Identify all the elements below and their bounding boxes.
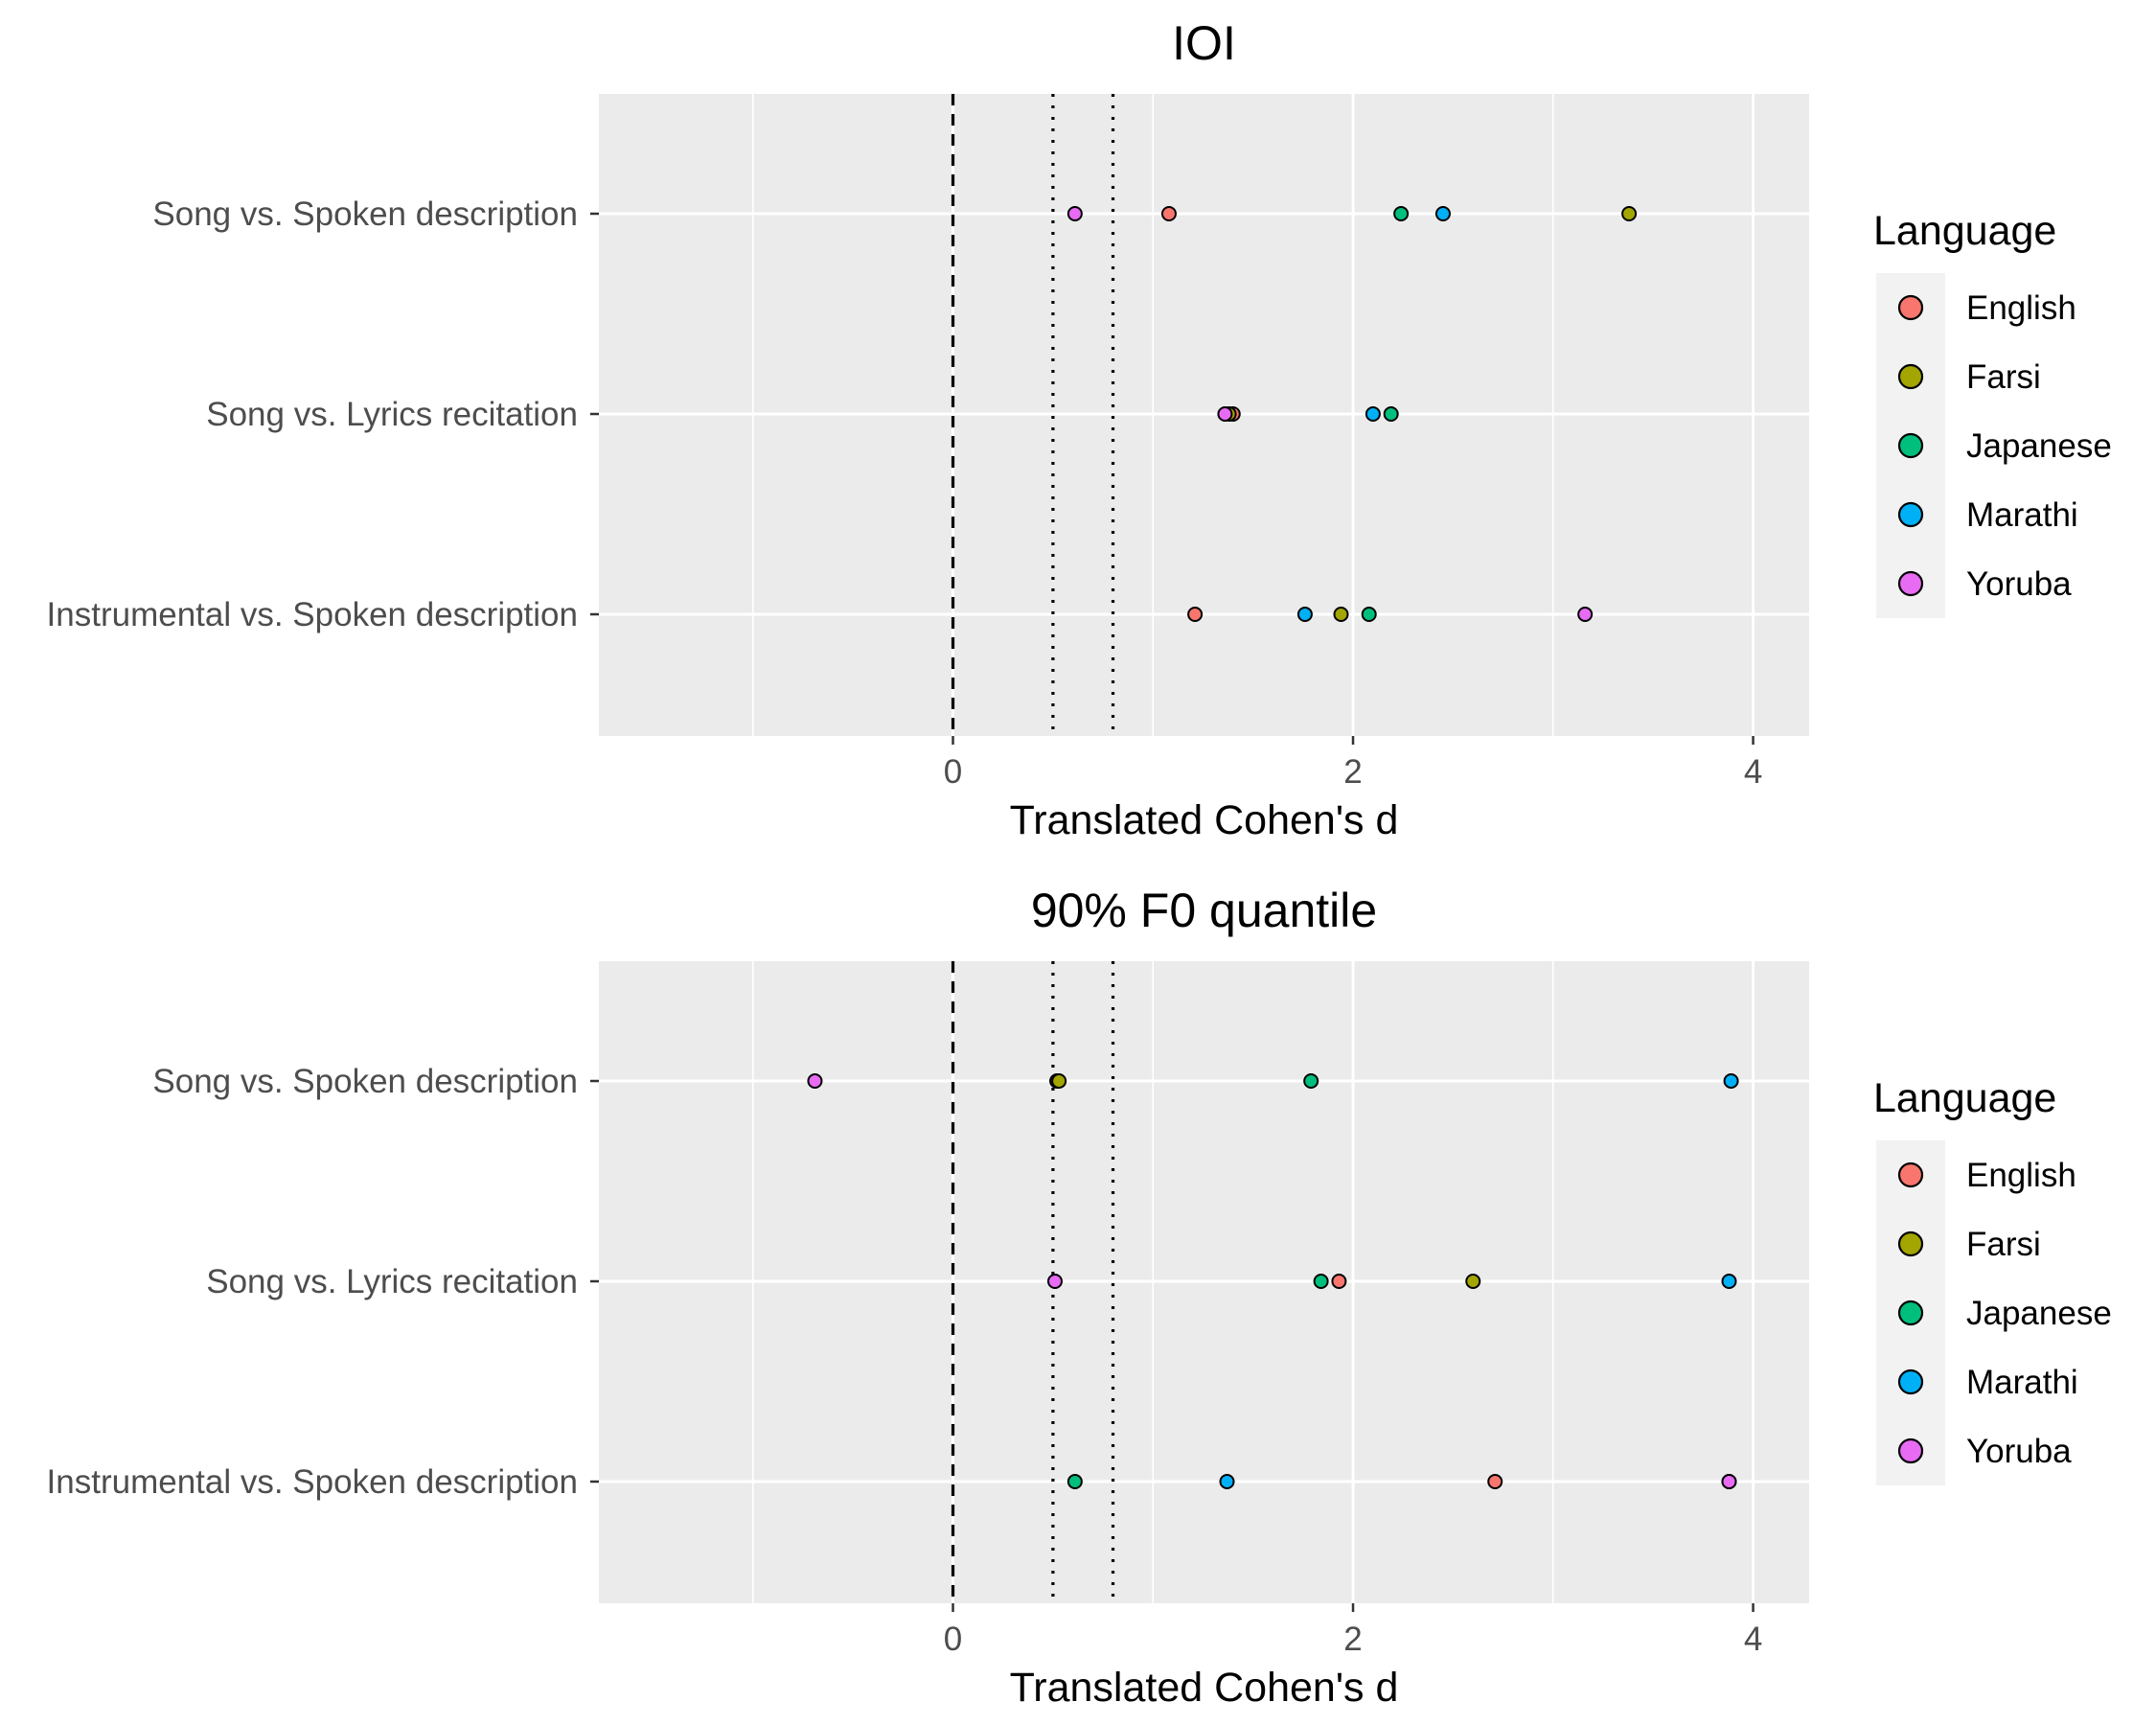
legend-key-japanese [1897,432,1924,459]
y-tick-label: Instrumental vs. Spoken description [47,596,578,633]
legend-label: English [1966,1157,2076,1194]
data-point-farsi [1621,206,1638,221]
legend-key-japanese [1897,1300,1924,1326]
legend-key-farsi [1897,363,1924,390]
data-point-marathi [1721,1274,1737,1289]
data-point-yoruba [1067,206,1083,221]
data-point-marathi [1723,1073,1739,1089]
legend-label: Farsi [1966,1226,2041,1263]
legend-key-farsi [1897,1230,1924,1257]
y-tick-label: Song vs. Lyrics recitation [206,396,578,433]
data-point-english [1187,607,1204,622]
data-point-marathi [1365,406,1381,422]
x-tick-label: 4 [1744,753,1762,791]
x-tick-label: 2 [1343,1621,1362,1658]
legend-title: Language [1873,208,2056,254]
legend-key-yoruba [1897,570,1924,597]
data-point-marathi [1296,607,1313,622]
legend-title: Language [1873,1075,2056,1121]
data-point-farsi [1051,1073,1067,1089]
legend: Language English Farsi Japanese Marathi Yorub… [1873,1075,2112,1485]
legend-label: Japanese [1966,1295,2112,1332]
legend-label: Marathi [1966,496,2078,534]
data-point-japanese [1393,206,1410,221]
legend-label: Yoruba [1966,565,2072,603]
y-tick-label: Song vs. Lyrics recitation [206,1263,578,1300]
x-tick-label: 0 [944,753,962,791]
chart-title: IOI [1172,16,1236,70]
x-tick-label: 2 [1343,753,1362,791]
data-point-marathi [1219,1474,1235,1489]
legend-label: English [1966,289,2076,327]
chart-title: 90% F0 quantile [1031,884,1377,937]
x-axis-title: Translated Cohen's d [1010,797,1399,843]
data-point-english [1487,1474,1503,1489]
chart-panel-1: IOI Song vs. Spoken description Song vs. L… [47,16,2112,843]
data-point-farsi [1465,1274,1481,1289]
y-tick-label: Song vs. Spoken description [152,196,578,233]
y-tick-label: Song vs. Spoken description [152,1063,578,1100]
data-point-yoruba [1046,1274,1063,1289]
y-tick-label: Instrumental vs. Spoken description [47,1463,578,1501]
data-point-japanese [1313,1274,1329,1289]
data-point-japanese [1361,607,1377,622]
data-point-english [1160,206,1177,221]
legend-key-marathi [1897,501,1924,528]
data-point-japanese [1383,406,1399,422]
legend-label: Farsi [1966,358,2041,396]
data-point-farsi [1333,607,1349,622]
legend-label: Yoruba [1966,1433,2072,1470]
legend-key-yoruba [1897,1438,1924,1464]
x-tick-label: 4 [1744,1621,1762,1658]
data-point-yoruba [1721,1474,1737,1489]
legend-label: Marathi [1966,1364,2078,1401]
chart-panel-2: 90% F0 quantile Song vs. Spoken descripti… [47,884,2112,1711]
legend-key-english [1897,294,1924,321]
x-axis-title: Translated Cohen's d [1010,1665,1399,1711]
x-tick-label: 0 [944,1621,962,1658]
legend-key-marathi [1897,1368,1924,1395]
data-point-english [1331,1274,1347,1289]
data-point-japanese [1067,1474,1083,1489]
data-point-yoruba [807,1073,823,1089]
legend: Language English Farsi Japanese Marathi Yorub… [1873,208,2112,618]
legend-key-english [1897,1162,1924,1188]
data-point-marathi [1434,206,1451,221]
data-point-yoruba [1217,406,1233,422]
legend-label: Japanese [1966,427,2112,465]
data-point-japanese [1303,1073,1319,1089]
data-point-yoruba [1577,607,1594,622]
